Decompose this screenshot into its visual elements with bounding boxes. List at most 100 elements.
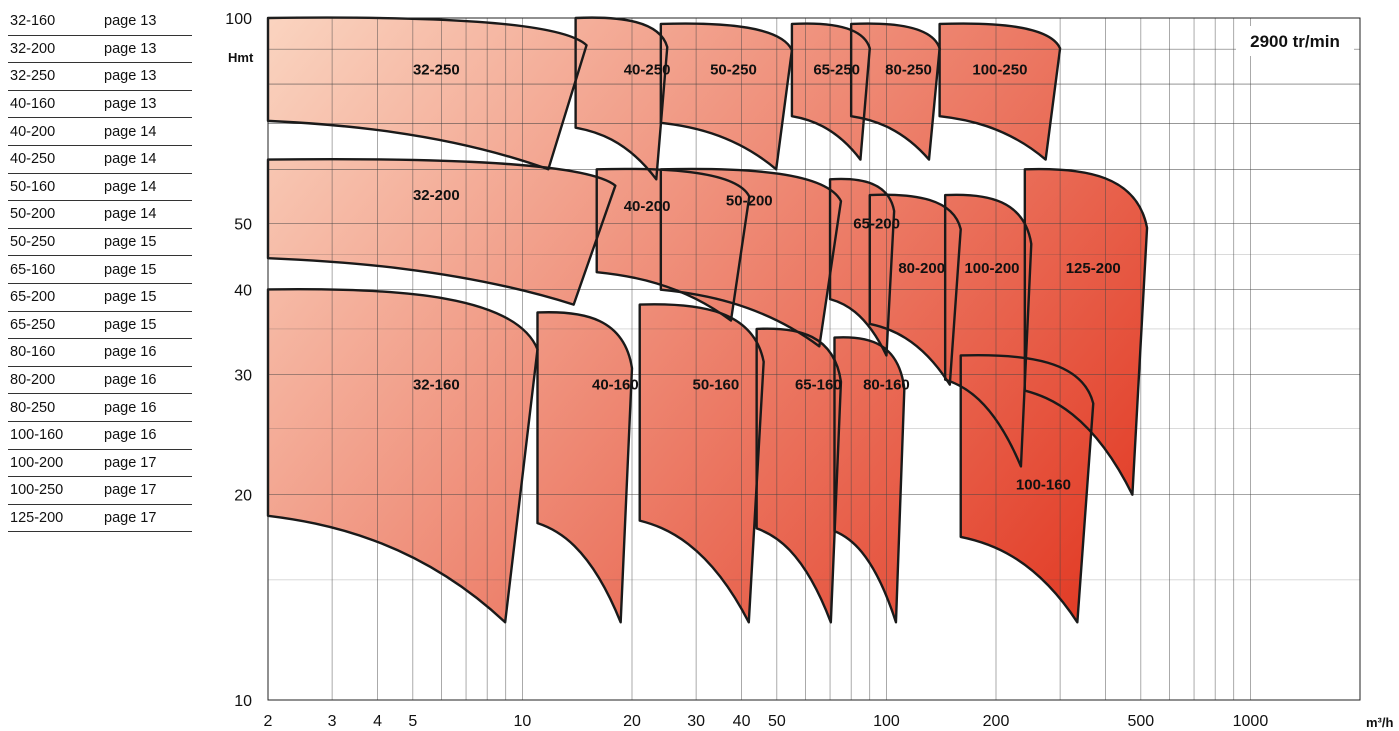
index-model: 100-160: [10, 427, 64, 444]
zones-layer: [268, 17, 1148, 623]
x-tick-label: 200: [983, 713, 1010, 730]
y-tick-label: 40: [234, 282, 252, 299]
index-row[interactable]: 32-160 page 13: [8, 8, 192, 36]
index-page: page 13: [104, 13, 157, 30]
index-row[interactable]: 40-250 page 14: [8, 146, 192, 174]
zone-outline-65-250: [790, 22, 871, 161]
zone-125-200: [1024, 169, 1148, 495]
zone-label-80-160: 80-160: [863, 377, 910, 394]
index-model: 40-160: [10, 96, 56, 113]
index-row[interactable]: 125-200 page 17: [8, 505, 192, 533]
zone-outline-65-160: [755, 327, 843, 624]
index-model: 40-250: [10, 151, 56, 168]
zone-50-200: [660, 168, 841, 347]
x-tick-label: 4: [373, 713, 382, 730]
zone-label-40-160: 40-160: [592, 377, 639, 394]
index-page: page 14: [104, 123, 157, 140]
zone-label-32-160: 32-160: [413, 377, 460, 394]
x-tick-label: 40: [733, 713, 751, 730]
index-row[interactable]: 40-200 page 14: [8, 118, 192, 146]
index-page: page 17: [104, 454, 157, 471]
index-row[interactable]: 50-200 page 14: [8, 201, 192, 229]
zone-32-250: [268, 17, 587, 170]
index-model: 50-250: [10, 234, 56, 251]
index-row[interactable]: 80-200 page 16: [8, 367, 192, 395]
index-row[interactable]: 80-160 page 16: [8, 339, 192, 367]
index-page: page 14: [104, 178, 157, 195]
index-page: page 16: [104, 344, 157, 361]
index-row[interactable]: 65-160 page 15: [8, 256, 192, 284]
x-tick-label: 100: [873, 713, 900, 730]
index-model: 40-200: [10, 123, 56, 140]
zone-outline-80-200: [868, 193, 962, 386]
y-tick-label: 30: [234, 368, 252, 385]
index-page: page 13: [104, 96, 157, 113]
index-page: page 15: [104, 289, 157, 306]
speed-box: [1236, 26, 1354, 56]
index-model: 32-160: [10, 13, 56, 30]
zone-label-50-160: 50-160: [693, 377, 740, 394]
index-page: page 17: [104, 482, 157, 499]
index-row[interactable]: 65-250 page 15: [8, 312, 192, 340]
y-tick-label: 100: [225, 11, 252, 28]
model-page-index: 32-160 page 13 32-200 page 13 32-250 page 13 4…: [8, 8, 192, 533]
index-page: page 16: [104, 399, 157, 416]
index-page: page 15: [104, 261, 157, 278]
zone-40-160: [537, 312, 632, 623]
index-model: 65-250: [10, 316, 56, 333]
x-tick-label: 500: [1127, 713, 1154, 730]
zone-label-65-250: 65-250: [813, 62, 860, 79]
zone-label-50-250: 50-250: [710, 62, 757, 79]
index-model: 50-200: [10, 206, 56, 223]
index-row[interactable]: 32-250 page 13: [8, 63, 192, 91]
zone-label-32-250: 32-250: [413, 62, 460, 79]
zone-outline-40-160: [536, 311, 634, 624]
x-axis-title: m³/h: [1366, 715, 1394, 730]
index-row[interactable]: 100-160 page 16: [8, 422, 192, 450]
zone-outline-100-250: [938, 22, 1062, 161]
x-tick-label: 1000: [1233, 713, 1269, 730]
zone-outline-40-250: [574, 16, 669, 181]
index-row[interactable]: 100-200 page 17: [8, 450, 192, 478]
x-tick-label: 50: [768, 713, 786, 730]
zone-label-50-200: 50-200: [726, 193, 773, 210]
index-model: 100-200: [10, 454, 64, 471]
index-row[interactable]: 32-200 page 13: [8, 36, 192, 64]
index-row[interactable]: 50-250 page 15: [8, 229, 192, 257]
y-axis-title: Hmt: [228, 50, 254, 65]
zone-label-65-200: 65-200: [853, 215, 900, 232]
zone-outline-32-200: [266, 158, 617, 306]
index-model: 32-250: [10, 68, 56, 85]
zone-label-80-200: 80-200: [898, 260, 945, 277]
x-tick-label: 5: [408, 713, 417, 730]
x-tick-label: 20: [623, 713, 641, 730]
labels-layer: 32-250 40-250 50-250 65-250 80-250 100-250 32-…: [413, 62, 1121, 494]
zone-label-40-250: 40-250: [624, 62, 671, 79]
zone-label-125-200: 125-200: [1066, 260, 1121, 277]
x-tick-label: 10: [514, 713, 532, 730]
index-row[interactable]: 65-200 page 15: [8, 284, 192, 312]
index-page: page 14: [104, 206, 157, 223]
zone-label-65-160: 65-160: [795, 377, 842, 394]
index-page: page 16: [104, 372, 157, 389]
zone-label-32-200: 32-200: [413, 187, 460, 204]
y-tick-label: 20: [234, 488, 252, 505]
index-page: page 17: [104, 509, 157, 526]
index-row[interactable]: 80-250 page 16: [8, 394, 192, 422]
zone-80-250: [851, 23, 940, 160]
index-page: page 14: [104, 151, 157, 168]
index-row[interactable]: 50-160 page 14: [8, 174, 192, 202]
x-tick-label: 3: [328, 713, 337, 730]
zone-50-250: [660, 23, 792, 170]
y-tick-label: 50: [234, 216, 252, 233]
zone-100-250: [939, 23, 1061, 160]
zone-65-160: [756, 328, 841, 623]
index-row[interactable]: 40-160 page 13: [8, 91, 192, 119]
index-model: 65-160: [10, 261, 56, 278]
chart-title: 2900 tr/min: [1250, 32, 1340, 51]
index-page: page 15: [104, 316, 157, 333]
zone-outline-50-160: [638, 303, 765, 624]
index-row[interactable]: 100-250 page 17: [8, 477, 192, 505]
outline-layer: [266, 16, 1149, 624]
